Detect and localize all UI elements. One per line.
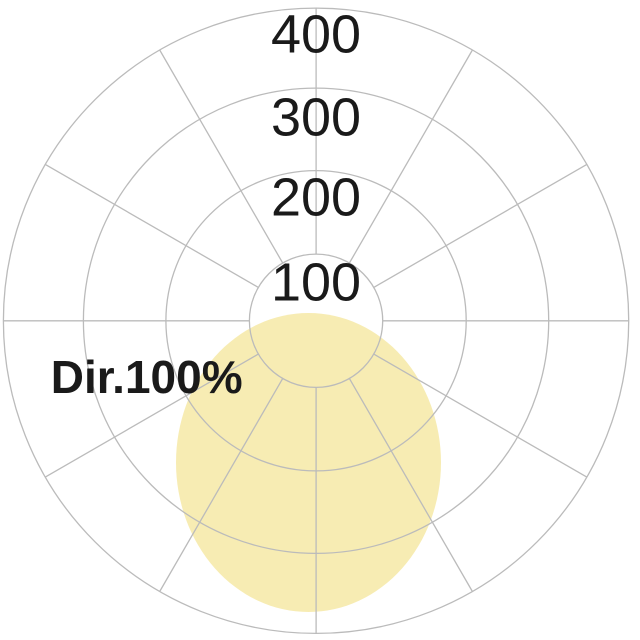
svg-text:400: 400 [271, 5, 361, 65]
svg-text:300: 300 [271, 87, 361, 147]
svg-text:100: 100 [271, 253, 361, 313]
svg-text:200: 200 [271, 167, 361, 227]
